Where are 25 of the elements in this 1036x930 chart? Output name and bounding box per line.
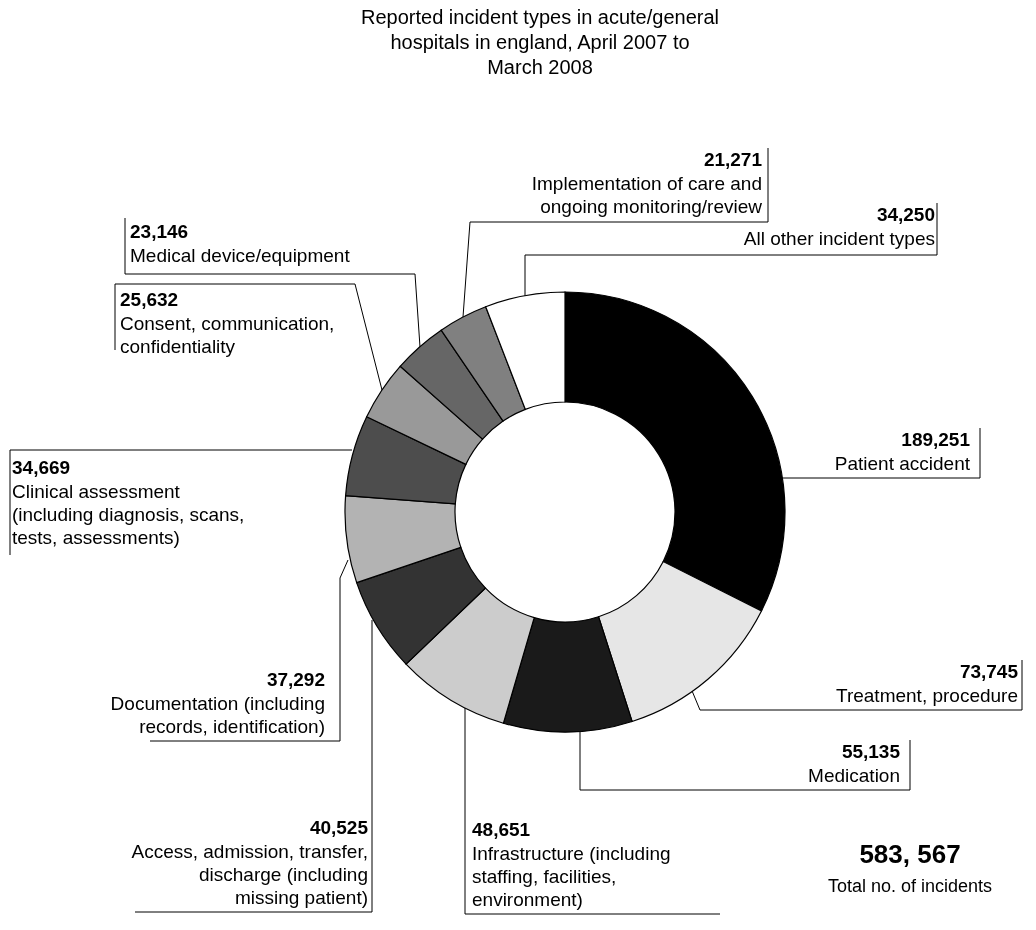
- slice-label: Patient accident: [834, 453, 971, 474]
- data-label: 73,745: [959, 661, 1019, 682]
- slice-label: Consent, communication, confidentiality: [120, 313, 335, 357]
- slice-label: Documentation (including records, identification): [110, 693, 325, 737]
- data-label: 34,669: [12, 457, 71, 478]
- slice-label: Access, admission, transfer, discharge (including missing patient): [131, 841, 368, 908]
- data-label: 40,525: [309, 817, 369, 838]
- slice-label: Clinical assessment (including diagnosis, scans, tests, assessments): [12, 481, 245, 548]
- data-label: 21,271: [703, 149, 763, 170]
- slice-label: Medical device/equipment: [130, 245, 351, 266]
- data-label: 189,251: [901, 429, 971, 450]
- slice-label: Treatment, procedure: [836, 685, 1018, 706]
- slice-label: Medication: [808, 765, 900, 786]
- data-label: 23,146: [130, 221, 189, 242]
- data-label: 48,651: [472, 819, 531, 840]
- slice-label: Implementation of care and ongoing monitoring/review: [531, 173, 763, 217]
- data-label: 37,292: [266, 669, 325, 690]
- slice-label: All other incident types: [743, 228, 935, 249]
- text: Total no. of incidents: [827, 876, 993, 896]
- data-label: 34,250: [876, 204, 935, 225]
- data-label: 55,135: [841, 741, 901, 762]
- slice-label: Infrastructure (including staffing, facilities, environment): [472, 843, 671, 910]
- chart-title: Reported incident types in acute/general hospitals in england, April 2007 to March 2008: [360, 6, 720, 78]
- data-label: 25,632: [120, 289, 179, 310]
- text: 583, 567: [859, 839, 961, 869]
